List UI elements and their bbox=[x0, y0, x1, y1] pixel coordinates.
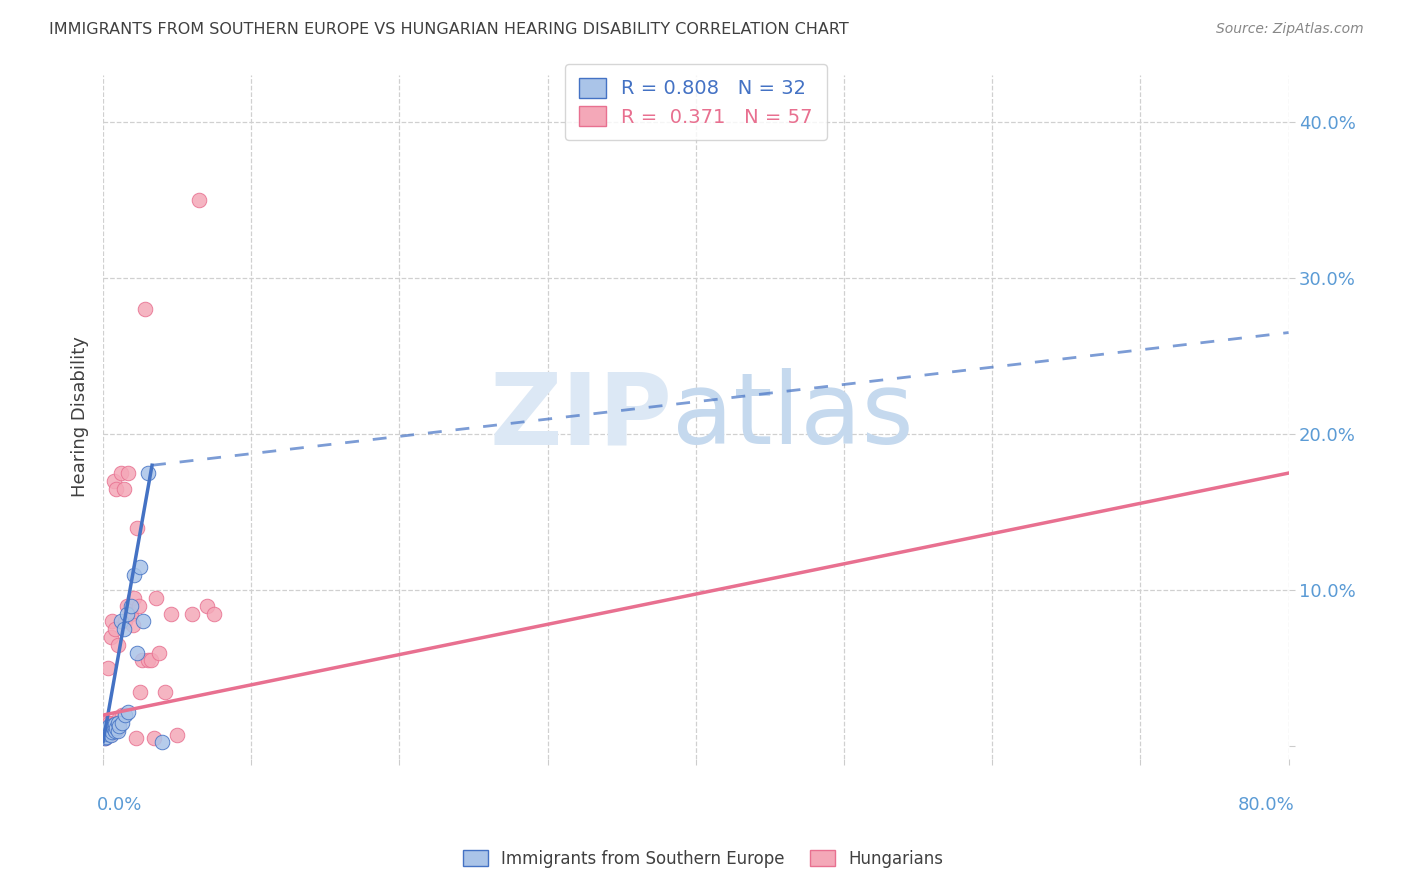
Point bbox=[93, 727, 115, 741]
Point bbox=[127, 521, 149, 535]
Point bbox=[94, 723, 117, 738]
Point bbox=[93, 731, 115, 746]
Point bbox=[115, 607, 138, 621]
Point bbox=[103, 723, 125, 738]
Point bbox=[97, 661, 120, 675]
Point bbox=[129, 559, 152, 574]
Point bbox=[94, 730, 117, 744]
Point bbox=[111, 715, 134, 730]
Point bbox=[103, 722, 125, 736]
Point bbox=[108, 711, 131, 725]
Point bbox=[93, 727, 115, 741]
Point bbox=[104, 723, 127, 738]
Point bbox=[98, 723, 121, 738]
Legend: R = 0.808   N = 32, R =  0.371   N = 57: R = 0.808 N = 32, R = 0.371 N = 57 bbox=[565, 64, 827, 140]
Point bbox=[100, 727, 122, 741]
Point bbox=[105, 721, 128, 735]
Point bbox=[103, 474, 125, 488]
Point bbox=[107, 721, 129, 735]
Point bbox=[114, 708, 136, 723]
Point bbox=[148, 646, 170, 660]
Point bbox=[105, 482, 128, 496]
Text: ZIP: ZIP bbox=[489, 368, 672, 466]
Point bbox=[181, 607, 204, 621]
Point bbox=[98, 725, 121, 739]
Point bbox=[136, 466, 159, 480]
Point bbox=[107, 638, 129, 652]
Point bbox=[111, 708, 134, 723]
Point bbox=[100, 722, 122, 736]
Point bbox=[129, 684, 152, 698]
Text: 0.0%: 0.0% bbox=[97, 797, 142, 814]
Point bbox=[115, 599, 138, 613]
Point bbox=[101, 615, 124, 629]
Point bbox=[112, 622, 135, 636]
Point bbox=[110, 615, 132, 629]
Point bbox=[98, 719, 121, 733]
Point bbox=[166, 728, 188, 742]
Point bbox=[94, 728, 117, 742]
Point bbox=[107, 723, 129, 738]
Point bbox=[101, 715, 124, 730]
Point bbox=[122, 591, 145, 605]
Point bbox=[120, 599, 142, 613]
Point bbox=[120, 607, 142, 621]
Point bbox=[107, 715, 129, 730]
Point bbox=[134, 302, 156, 317]
Point bbox=[101, 725, 124, 739]
Text: atlas: atlas bbox=[672, 368, 914, 466]
Point bbox=[117, 466, 139, 480]
Point bbox=[100, 630, 122, 644]
Y-axis label: Hearing Disability: Hearing Disability bbox=[72, 336, 89, 498]
Point bbox=[127, 646, 149, 660]
Point bbox=[125, 731, 148, 746]
Point bbox=[97, 721, 120, 735]
Point bbox=[94, 715, 117, 730]
Point bbox=[121, 617, 143, 632]
Point bbox=[188, 193, 211, 207]
Point bbox=[142, 731, 165, 746]
Point bbox=[155, 684, 177, 698]
Point bbox=[136, 653, 159, 667]
Point bbox=[110, 466, 132, 480]
Point bbox=[108, 719, 131, 733]
Point bbox=[104, 717, 127, 731]
Point bbox=[145, 591, 167, 605]
Point bbox=[152, 734, 174, 748]
Point bbox=[97, 727, 120, 741]
Point bbox=[98, 715, 121, 730]
Point bbox=[104, 622, 127, 636]
Point bbox=[128, 599, 150, 613]
Point bbox=[131, 653, 153, 667]
Point bbox=[160, 607, 183, 621]
Text: Source: ZipAtlas.com: Source: ZipAtlas.com bbox=[1216, 22, 1364, 37]
Point bbox=[97, 727, 120, 741]
Point bbox=[104, 715, 127, 730]
Text: 80.0%: 80.0% bbox=[1237, 797, 1295, 814]
Point bbox=[114, 615, 136, 629]
Point bbox=[118, 607, 141, 621]
Point bbox=[112, 482, 135, 496]
Text: IMMIGRANTS FROM SOUTHERN EUROPE VS HUNGARIAN HEARING DISABILITY CORRELATION CHAR: IMMIGRANTS FROM SOUTHERN EUROPE VS HUNGA… bbox=[49, 22, 849, 37]
Point bbox=[103, 719, 125, 733]
Point bbox=[93, 731, 115, 746]
Point bbox=[132, 615, 155, 629]
Point bbox=[195, 599, 218, 613]
Point bbox=[98, 728, 121, 742]
Point bbox=[94, 723, 117, 738]
Point bbox=[101, 723, 124, 738]
Point bbox=[117, 705, 139, 719]
Legend: Immigrants from Southern Europe, Hungarians: Immigrants from Southern Europe, Hungari… bbox=[457, 844, 949, 875]
Point bbox=[100, 721, 122, 735]
Point bbox=[100, 728, 122, 742]
Point bbox=[97, 721, 120, 735]
Point bbox=[105, 721, 128, 735]
Point bbox=[101, 719, 124, 733]
Point bbox=[202, 607, 225, 621]
Point bbox=[122, 567, 145, 582]
Point bbox=[104, 723, 127, 738]
Point bbox=[93, 721, 115, 735]
Point bbox=[139, 653, 162, 667]
